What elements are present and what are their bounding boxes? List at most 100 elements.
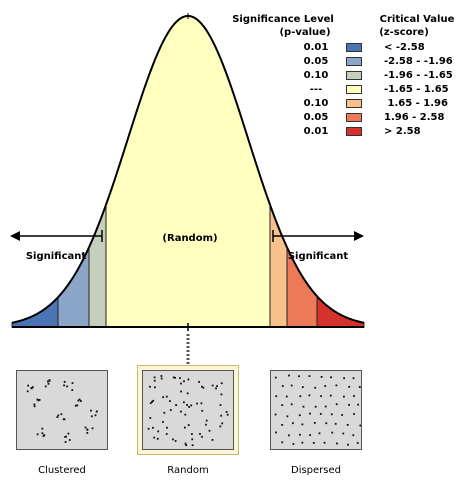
legend-z-score: -2.58 - -1.96 xyxy=(384,56,453,67)
random-point xyxy=(186,404,188,406)
legend-z-score: 1.96 - 2.58 xyxy=(384,112,445,123)
dispersed-point xyxy=(281,404,284,406)
dispersed-point xyxy=(330,413,333,416)
random-point xyxy=(149,385,151,388)
random-point xyxy=(162,396,165,399)
dispersed-point xyxy=(275,395,278,398)
dispersed-point xyxy=(334,422,337,425)
random-point xyxy=(180,382,182,385)
dispersed-point xyxy=(346,424,349,426)
random-point xyxy=(191,438,194,441)
random-point xyxy=(185,444,188,447)
dispersed-point xyxy=(331,431,334,434)
clustered-point xyxy=(27,384,29,387)
random-point xyxy=(226,413,229,416)
dispersed-point xyxy=(299,395,302,398)
dispersed-point xyxy=(359,424,361,427)
legend-swatch xyxy=(346,43,362,52)
clustered-point xyxy=(64,441,67,443)
random-point xyxy=(180,390,182,393)
clustered-points xyxy=(26,379,98,443)
random-point xyxy=(174,440,177,442)
legend-row: 0.01 > 2.58 xyxy=(0,126,460,137)
clustered-point xyxy=(95,410,98,413)
legend-row: 0.05 -2.58 - -1.96 xyxy=(0,56,460,67)
clustered-point xyxy=(86,432,89,434)
clustered-point xyxy=(26,390,29,393)
right-arrow-head xyxy=(354,231,364,241)
random-point xyxy=(187,424,190,426)
random-point xyxy=(156,437,159,440)
random-point xyxy=(219,404,222,406)
z-score-header: (z-score) xyxy=(379,27,429,38)
clustered-point xyxy=(36,398,39,401)
random-point xyxy=(220,382,223,385)
dispersed-point xyxy=(314,386,317,389)
dispersed-point xyxy=(329,394,332,397)
random-point xyxy=(183,380,185,383)
clustered-point xyxy=(38,399,41,401)
dotted-connector-lower xyxy=(186,338,190,366)
dispersed-point xyxy=(298,414,301,417)
dispersed-point xyxy=(275,431,277,434)
random-point xyxy=(219,425,222,428)
random-point xyxy=(165,433,168,435)
dispersed-point xyxy=(288,374,290,377)
legend-p-value: 0.05 xyxy=(303,56,329,67)
dispersed-point xyxy=(285,395,288,398)
random-pattern-panel xyxy=(142,370,234,450)
significant-right-label: Significant xyxy=(287,251,349,262)
random-point xyxy=(180,410,182,413)
dispersed-point xyxy=(348,404,350,406)
random-point xyxy=(149,417,152,419)
legend-row: 0.05 1.96 - 2.58 xyxy=(0,112,460,123)
random-points xyxy=(147,375,229,447)
legend-swatch xyxy=(346,113,362,122)
dispersed-point xyxy=(358,386,361,388)
dispersed-point xyxy=(353,395,355,397)
dispersed-point xyxy=(352,377,355,380)
dispersed-point xyxy=(341,414,343,416)
clustered-point xyxy=(67,432,70,435)
dispersed-point xyxy=(342,432,345,435)
legend-swatch xyxy=(346,85,362,94)
dispersed-point xyxy=(314,405,317,408)
dispersed-point xyxy=(336,442,338,445)
dispersed-pattern-panel xyxy=(270,370,362,450)
dispersed-point xyxy=(281,441,284,444)
random-point xyxy=(188,406,190,408)
clustered-point xyxy=(68,439,71,441)
clustered-point xyxy=(65,435,67,438)
dispersed-label: Dispersed xyxy=(290,465,342,476)
random-point xyxy=(184,442,187,445)
random-point xyxy=(162,421,164,423)
dispersed-point xyxy=(319,413,322,415)
dispersed-point xyxy=(343,395,345,398)
legend-z-score: < -2.58 xyxy=(384,42,425,53)
random-point xyxy=(147,427,150,430)
dispersed-point xyxy=(320,376,323,378)
dispersed-point xyxy=(286,415,289,418)
dispersed-point xyxy=(335,384,338,387)
random-point xyxy=(154,386,156,389)
dispersed-point xyxy=(357,403,359,406)
dispersed-point xyxy=(302,405,305,408)
dispersed-point xyxy=(308,394,311,397)
random-point xyxy=(160,377,163,380)
clustered-point xyxy=(86,428,89,431)
random-point xyxy=(190,404,193,407)
normal-distribution-curve xyxy=(10,13,365,340)
legend-p-value: 0.01 xyxy=(303,42,329,53)
legend-row: 0.10 1.65 - 1.96 xyxy=(0,98,460,109)
dispersed-point xyxy=(292,422,294,425)
random-point xyxy=(169,400,171,402)
clustered-point xyxy=(84,426,87,429)
dispersed-point xyxy=(347,443,349,446)
dispersed-point xyxy=(356,442,359,444)
clustered-point xyxy=(63,384,65,387)
random-point xyxy=(153,376,156,379)
random-point xyxy=(183,401,185,404)
legend-p-value: --- xyxy=(309,84,323,95)
random-point xyxy=(160,375,163,377)
